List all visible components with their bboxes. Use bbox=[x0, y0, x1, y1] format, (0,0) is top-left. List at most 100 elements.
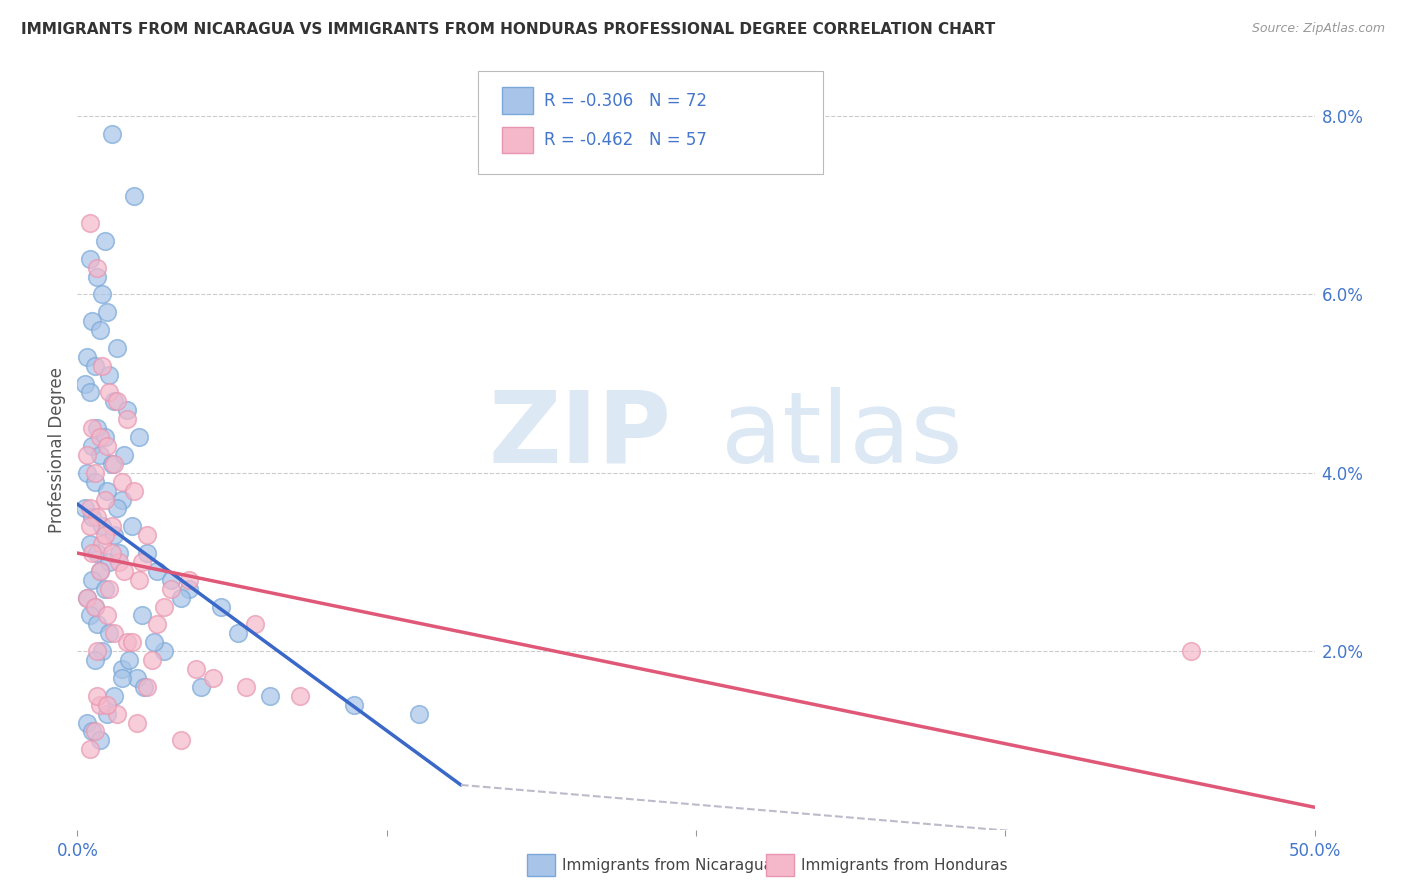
Point bbox=[108, 555, 131, 569]
Point bbox=[103, 528, 125, 542]
Point bbox=[101, 127, 124, 141]
Point bbox=[103, 626, 125, 640]
Point bbox=[76, 591, 98, 605]
Point bbox=[145, 564, 167, 578]
Point bbox=[91, 359, 114, 373]
Point bbox=[105, 706, 128, 721]
Point bbox=[105, 341, 128, 355]
Point bbox=[111, 662, 134, 676]
Point bbox=[125, 715, 148, 730]
Point bbox=[121, 635, 143, 649]
Point bbox=[134, 680, 156, 694]
Point bbox=[79, 385, 101, 400]
Point bbox=[83, 599, 105, 614]
Point bbox=[96, 483, 118, 498]
Point bbox=[115, 403, 138, 417]
Point bbox=[93, 430, 115, 444]
Point bbox=[82, 421, 104, 435]
Point bbox=[177, 573, 200, 587]
Point bbox=[76, 350, 98, 364]
Point bbox=[96, 439, 118, 453]
Point bbox=[170, 733, 193, 747]
Point bbox=[83, 724, 105, 739]
Point bbox=[98, 582, 121, 596]
Point bbox=[125, 671, 148, 685]
Point bbox=[98, 626, 121, 640]
Point bbox=[209, 599, 232, 614]
Point bbox=[76, 591, 98, 605]
Point bbox=[91, 537, 114, 551]
Point bbox=[89, 448, 111, 462]
Text: Source: ZipAtlas.com: Source: ZipAtlas.com bbox=[1251, 22, 1385, 36]
Point bbox=[112, 448, 135, 462]
Point bbox=[101, 546, 124, 560]
Point bbox=[86, 546, 108, 560]
Point bbox=[93, 492, 115, 507]
Point bbox=[82, 439, 104, 453]
Point bbox=[76, 466, 98, 480]
Point bbox=[202, 671, 225, 685]
Point bbox=[83, 599, 105, 614]
Point bbox=[111, 475, 134, 489]
Point bbox=[96, 706, 118, 721]
Point bbox=[91, 519, 114, 533]
Point bbox=[73, 501, 96, 516]
Point bbox=[93, 528, 115, 542]
Point bbox=[73, 376, 96, 391]
Point bbox=[91, 287, 114, 301]
Point bbox=[115, 635, 138, 649]
Point bbox=[235, 680, 257, 694]
Point bbox=[76, 715, 98, 730]
Point bbox=[101, 457, 124, 471]
Point bbox=[82, 573, 104, 587]
Point bbox=[82, 314, 104, 328]
Point bbox=[111, 671, 134, 685]
Point bbox=[112, 564, 135, 578]
Point bbox=[259, 689, 281, 703]
Point bbox=[131, 608, 153, 623]
Point bbox=[115, 412, 138, 426]
Point bbox=[118, 653, 141, 667]
Point bbox=[184, 662, 207, 676]
Point bbox=[89, 323, 111, 337]
Point bbox=[131, 555, 153, 569]
Point bbox=[111, 492, 134, 507]
Point bbox=[160, 573, 183, 587]
Point bbox=[86, 617, 108, 632]
Point bbox=[1180, 644, 1202, 658]
Point bbox=[135, 528, 157, 542]
Point bbox=[83, 359, 105, 373]
Point bbox=[89, 564, 111, 578]
Point bbox=[82, 724, 104, 739]
Point bbox=[96, 305, 118, 319]
Point bbox=[103, 689, 125, 703]
Point bbox=[343, 698, 366, 712]
Point bbox=[79, 501, 101, 516]
Point bbox=[86, 510, 108, 524]
Point bbox=[76, 448, 98, 462]
Point bbox=[86, 269, 108, 284]
Point bbox=[89, 733, 111, 747]
Point bbox=[143, 635, 166, 649]
Point bbox=[105, 394, 128, 409]
Point bbox=[128, 430, 150, 444]
Point bbox=[103, 394, 125, 409]
Text: Immigrants from Honduras: Immigrants from Honduras bbox=[801, 858, 1008, 872]
Point bbox=[122, 483, 145, 498]
Point bbox=[79, 252, 101, 266]
Point bbox=[93, 582, 115, 596]
Text: Immigrants from Nicaragua: Immigrants from Nicaragua bbox=[562, 858, 773, 872]
Text: ZIP: ZIP bbox=[488, 387, 671, 483]
Point bbox=[153, 644, 176, 658]
Point bbox=[121, 519, 143, 533]
Point bbox=[170, 591, 193, 605]
Point bbox=[103, 457, 125, 471]
Point bbox=[83, 653, 105, 667]
Point bbox=[128, 573, 150, 587]
Point bbox=[96, 698, 118, 712]
Point bbox=[82, 546, 104, 560]
Point bbox=[83, 466, 105, 480]
Point bbox=[408, 706, 430, 721]
Text: R = -0.306   N = 72: R = -0.306 N = 72 bbox=[544, 92, 707, 110]
Point bbox=[82, 510, 104, 524]
